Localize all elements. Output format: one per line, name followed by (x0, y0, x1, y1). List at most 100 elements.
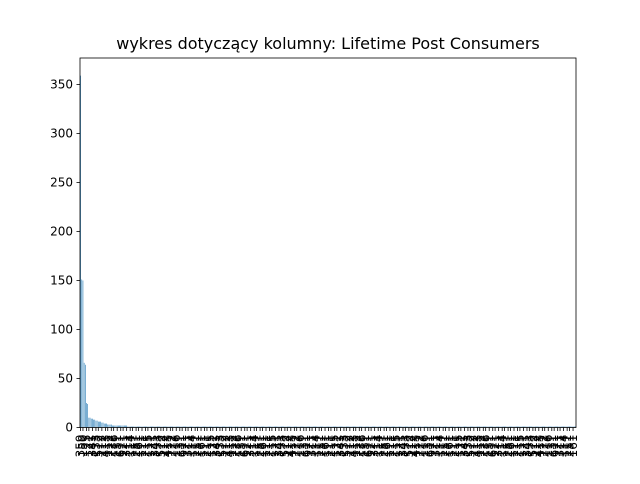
x-tick-label: 133 (213, 435, 227, 458)
bar (236, 426, 237, 428)
x-tick-label: 222 (352, 435, 366, 458)
x-tick-label: 114 (495, 435, 509, 458)
bar (344, 426, 346, 428)
bar (566, 426, 568, 428)
bar (284, 426, 286, 428)
bar (99, 421, 100, 428)
x-tick-label: 121 (179, 435, 193, 458)
x-tick-label: 413 (532, 435, 546, 458)
bar (435, 426, 437, 428)
x-tick-label: 131 (482, 435, 496, 458)
bar (519, 426, 521, 428)
bar (128, 426, 130, 428)
bar (151, 426, 152, 428)
bar (497, 426, 498, 428)
bar (224, 426, 225, 428)
bar (129, 426, 131, 428)
bar (329, 426, 331, 428)
x-tick-label: 114 (557, 435, 571, 458)
bar (192, 426, 194, 428)
bar (501, 426, 503, 428)
x-tick-label: 114 (123, 435, 137, 458)
x-tick-label: 131 (234, 435, 248, 458)
bar (231, 426, 233, 428)
x-tick-label: 611 (114, 435, 128, 458)
bar (340, 426, 341, 428)
bar (526, 426, 528, 428)
bar (405, 426, 406, 428)
bar (209, 426, 210, 428)
x-tick-label: 150 (76, 435, 90, 458)
bar (89, 417, 91, 428)
bar (351, 426, 353, 428)
bar (362, 426, 364, 428)
bar (364, 426, 366, 428)
bar (390, 426, 392, 428)
bar (330, 426, 332, 428)
bar (246, 426, 248, 428)
bar (444, 426, 445, 428)
bar (461, 426, 463, 428)
x-tick-label: 112 (95, 435, 109, 458)
bar (251, 426, 253, 428)
bar (214, 426, 216, 428)
bar (353, 426, 354, 428)
x-tick-label: 116 (293, 435, 307, 458)
x-tick-label: 111 (498, 435, 512, 458)
bar (191, 426, 192, 428)
x-tick-label: 611 (486, 435, 500, 458)
bar (230, 426, 231, 428)
bar (410, 426, 412, 428)
x-tick-label: 251 (439, 435, 453, 458)
bar (485, 426, 486, 428)
x-tick-label: 512 (402, 435, 416, 458)
bar (86, 402, 87, 428)
x-tick-label: 121 (516, 435, 530, 458)
bar (95, 420, 97, 428)
x-tick-label: 611 (175, 435, 189, 458)
bar (204, 426, 205, 428)
bar (286, 426, 288, 428)
x-tick-label: 222 (228, 435, 242, 458)
bar (316, 426, 318, 428)
bar (304, 426, 306, 428)
bar (244, 426, 246, 428)
bar (452, 426, 453, 428)
x-tick-label: 161 (131, 435, 145, 458)
bar (154, 426, 156, 428)
bar (439, 426, 440, 428)
bar (459, 426, 460, 428)
y-tick-label: 350 (50, 77, 73, 91)
bar (569, 426, 570, 428)
bar (123, 425, 125, 428)
bar (380, 426, 381, 428)
bar (460, 426, 462, 428)
bar (127, 426, 129, 428)
x-tick-label: 121 (268, 435, 282, 458)
bar (134, 426, 136, 428)
bar (227, 426, 229, 428)
bar (533, 426, 535, 428)
bar (147, 426, 149, 428)
bar (190, 426, 191, 428)
bar (373, 426, 374, 428)
bar (453, 426, 455, 428)
bar (138, 426, 139, 428)
bar (291, 426, 293, 428)
x-tick-label: 121 (364, 435, 378, 458)
x-tick-label: 131 (173, 435, 187, 458)
x-tick-label: 211 (263, 435, 277, 458)
x-tick-label: 222 (414, 435, 428, 458)
bar (436, 426, 438, 428)
bar (265, 426, 267, 428)
x-tick-label: 111 (411, 435, 425, 458)
bar (113, 425, 114, 428)
bar (85, 364, 86, 428)
bar (384, 426, 386, 428)
x-tick-label: 133 (89, 435, 103, 458)
bar (242, 426, 243, 428)
bar (343, 426, 345, 428)
bar (472, 426, 473, 428)
bar (108, 424, 110, 428)
bar (544, 426, 545, 428)
